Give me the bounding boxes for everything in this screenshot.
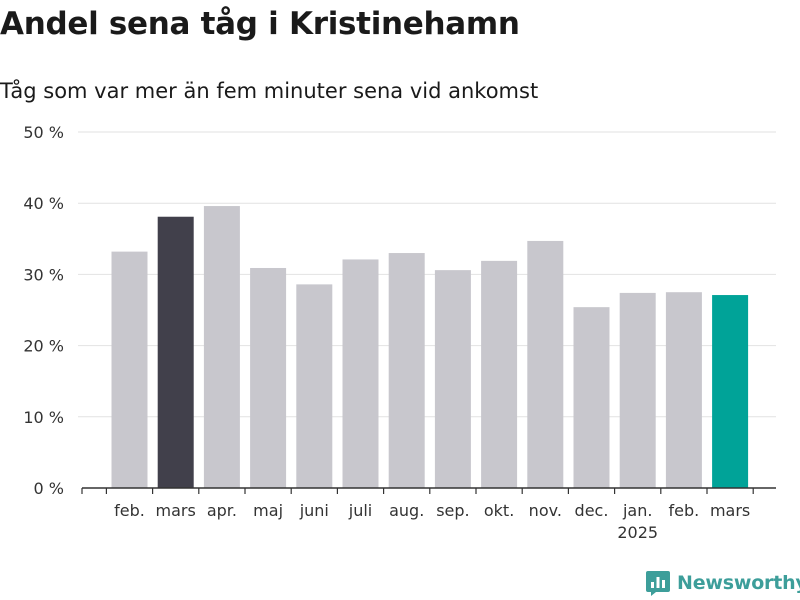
x-tick-label: jan.	[622, 501, 652, 520]
bar	[157, 216, 194, 488]
chart-subtitle: Tåg som var mer än fem minuter sena vid …	[0, 79, 539, 103]
y-tick-label: 30 %	[23, 265, 64, 284]
x-tick-label: sep.	[436, 501, 469, 520]
bar	[665, 292, 702, 488]
bar	[203, 206, 240, 488]
bar	[573, 307, 610, 488]
y-tick-label: 0 %	[34, 479, 64, 498]
x-tick-label: juli	[348, 501, 372, 520]
brand-name: Newsworthy	[677, 572, 800, 594]
x-tick-label: mars	[710, 501, 750, 520]
chart-title: Andel sena tåg i Kristinehamn	[0, 6, 520, 42]
x-tick-label: juni	[299, 501, 329, 520]
x-tick-label: apr.	[207, 501, 237, 520]
brand-logo: Newsworthy	[645, 569, 800, 597]
bar	[434, 270, 471, 488]
bar	[712, 295, 749, 488]
x-tick-label: dec.	[575, 501, 609, 520]
y-tick-label: 20 %	[23, 337, 64, 356]
x-tick-label: aug.	[389, 501, 424, 520]
bar	[527, 240, 564, 488]
x-tick-label: maj	[253, 501, 283, 520]
x-tick-label: nov.	[529, 501, 562, 520]
bar	[296, 284, 333, 488]
bar	[388, 253, 425, 488]
newsworthy-logo-icon	[646, 571, 670, 596]
x-tick-label: feb.	[669, 501, 700, 520]
x-year-label: 2025	[617, 523, 658, 542]
bar	[250, 267, 287, 488]
x-tick-label: feb.	[114, 501, 145, 520]
bar	[481, 260, 518, 488]
bar	[342, 259, 379, 488]
x-tick-label: mars	[156, 501, 196, 520]
bar	[111, 251, 148, 488]
y-tick-label: 50 %	[23, 123, 64, 142]
x-tick-label: okt.	[484, 501, 514, 520]
y-tick-label: 10 %	[23, 408, 64, 427]
bar	[619, 292, 656, 488]
y-tick-label: 40 %	[23, 194, 64, 213]
